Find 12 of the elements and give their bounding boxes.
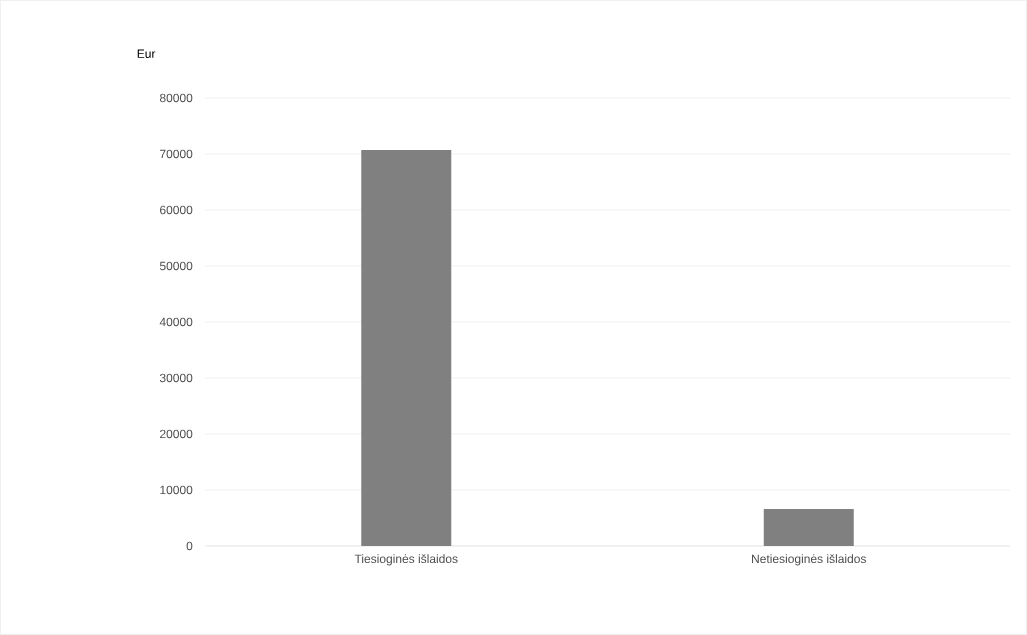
- y-tick-label: 20000: [160, 429, 193, 439]
- x-tick-label: Tiesioginės išlaidos: [354, 554, 458, 566]
- y-tick-label: 40000: [159, 317, 193, 327]
- y-tick-label: 0: [186, 541, 193, 551]
- y-tick-label: 80000: [159, 93, 193, 103]
- y-axis-title: Eur: [137, 49, 156, 58]
- y-tick-label: 70000: [160, 149, 193, 159]
- y-tick-label: 50000: [159, 261, 193, 271]
- y-tick-label: 30000: [159, 373, 193, 383]
- y-tick-label: 10000: [160, 485, 193, 495]
- x-tick-label: Netiesioginės išlaidos: [752, 554, 866, 566]
- y-tick-label: 60000: [160, 205, 193, 215]
